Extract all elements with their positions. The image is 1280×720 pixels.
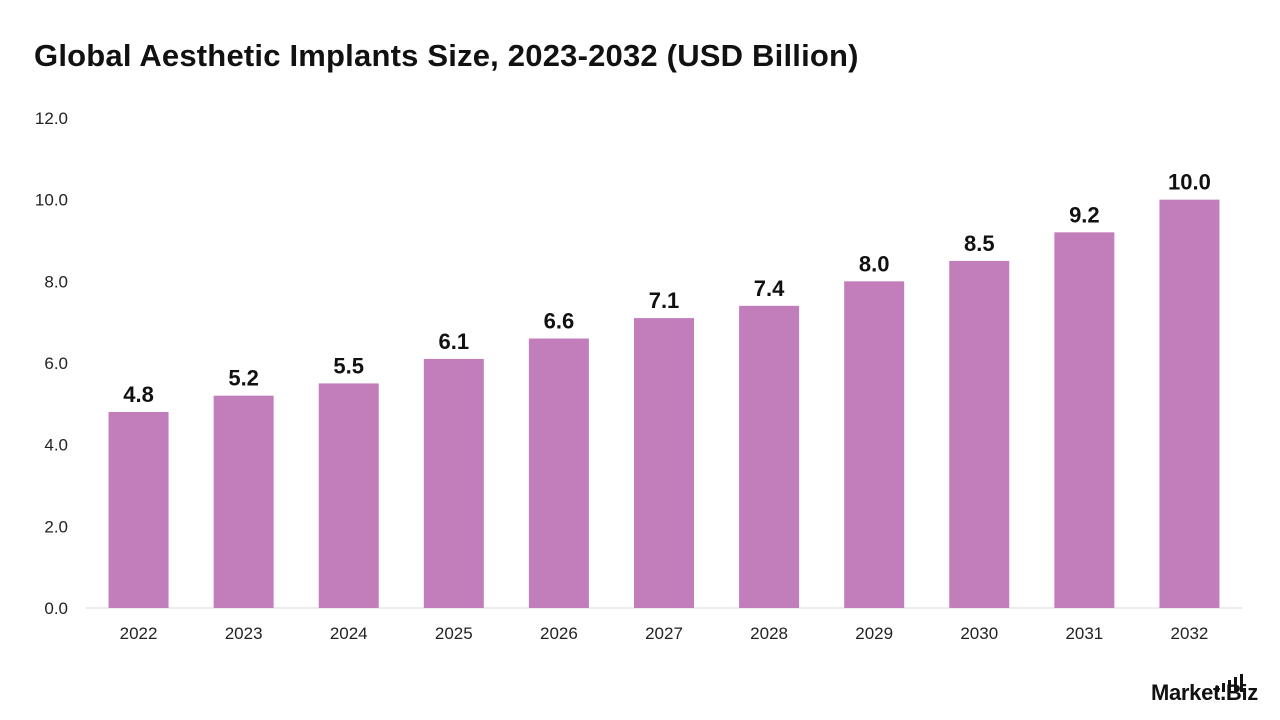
data-label-2032: 10.0 <box>1168 170 1211 195</box>
data-label-2022: 4.8 <box>123 382 154 407</box>
x-tick-label-2022: 2022 <box>120 624 158 643</box>
y-tick-label: 8.0 <box>44 272 68 291</box>
x-tick-label-2023: 2023 <box>225 624 263 643</box>
bars <box>108 199 1220 609</box>
x-tick-label-2028: 2028 <box>750 624 788 643</box>
y-tick-label: 6.0 <box>44 354 68 373</box>
y-tick-label: 12.0 <box>35 109 68 128</box>
bar-2024 <box>318 383 379 608</box>
x-tick-label-2024: 2024 <box>330 624 368 643</box>
y-tick-label: 10.0 <box>35 191 68 210</box>
bar-2029 <box>844 281 905 608</box>
brand-logo: Market.Biz <box>1151 680 1258 706</box>
y-tick-label: 0.0 <box>44 599 68 618</box>
bar-2030 <box>949 260 1010 608</box>
bar-2031 <box>1054 232 1115 609</box>
data-label-2024: 5.5 <box>333 353 364 378</box>
data-labels: 4.8 5.2 5.5 6.1 6.6 7.1 7.4 8.0 8.5 9.2 10.0 <box>123 170 1211 407</box>
bar-2028 <box>739 305 800 608</box>
data-label-2030: 8.5 <box>964 231 995 256</box>
data-label-2031: 9.2 <box>1069 202 1100 227</box>
x-tick-label-2031: 2031 <box>1065 624 1103 643</box>
bar-2032 <box>1159 199 1220 608</box>
data-label-2027: 7.1 <box>649 288 680 313</box>
bar-2027 <box>634 318 694 608</box>
y-tick-label: 4.0 <box>44 436 68 455</box>
data-label-2026: 6.6 <box>544 309 575 334</box>
brand-bars-icon <box>1216 674 1243 692</box>
bar-2025 <box>423 358 484 608</box>
x-tick-label-2026: 2026 <box>540 624 578 643</box>
brand-text: Market.Biz <box>1150 680 1258 705</box>
x-tick-label-2029: 2029 <box>855 624 893 643</box>
bar-2022 <box>108 412 169 608</box>
chart-title: Global Aesthetic Implants Size, 2023-203… <box>34 38 859 73</box>
data-label-2025: 6.1 <box>439 329 470 354</box>
bar-2023 <box>213 395 274 608</box>
y-axis-ticks: 0.0 2.0 4.0 6.0 8.0 10.0 12.0 <box>35 109 68 618</box>
x-axis-ticks: 2022 2023 2024 2025 2026 2027 2028 2029 2030 2031… <box>120 624 1209 643</box>
data-label-2029: 8.0 <box>859 251 890 276</box>
data-label-2023: 5.2 <box>228 366 259 391</box>
y-tick-label: 2.0 <box>44 517 68 536</box>
x-tick-label-2030: 2030 <box>960 624 998 643</box>
x-tick-label-2025: 2025 <box>435 624 473 643</box>
x-tick-label-2027: 2027 <box>645 624 683 643</box>
bar-2026 <box>528 338 589 608</box>
x-tick-label-2032: 2032 <box>1171 624 1209 643</box>
data-label-2028: 7.4 <box>754 276 785 301</box>
